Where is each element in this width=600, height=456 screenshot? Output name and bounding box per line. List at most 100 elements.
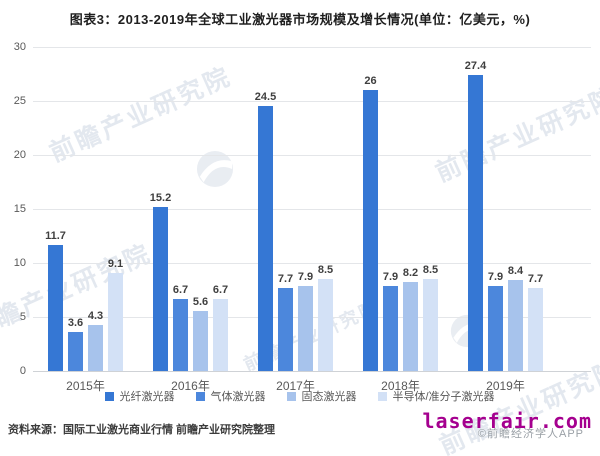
bar-气体激光器-2015年 [68,332,83,371]
x-axis-tick-label: 2018年 [381,379,420,393]
bar-气体激光器-2016年 [173,298,188,371]
bar-value-label: 7.9 [487,270,504,283]
bar-value-label: 15.2 [149,191,172,204]
legend-swatch [378,391,388,401]
bar-value-label: 7.9 [297,270,314,283]
bar-光纤激光器-2019年 [468,75,483,371]
bar-cell: 26 [363,75,378,371]
legend-label: 气体激光器 [210,391,266,403]
bar-cell: 3.6 [68,317,83,371]
bar-value-label: 4.3 [87,309,104,322]
bar-光纤激光器-2018年 [363,90,378,371]
legend-swatch [287,391,297,401]
bar-固态激光器-2015年 [88,324,103,371]
bar-cell: 6.7 [173,284,188,371]
site-watermark: laserfair.com [422,409,592,433]
bar-光纤激光器-2015年 [48,244,63,371]
y-axis-tick-label: 5 [19,311,26,323]
bar-value-label: 8.5 [422,264,439,277]
legend-item-半导体/准分子激光器: 半导体/准分子激光器 [378,388,495,404]
bar-cell: 8.5 [318,264,333,371]
x-axis-tick-label: 2017年 [276,379,315,393]
gridline-y-10 [33,263,591,264]
bar-半导体/准分子激光器-2015年 [108,272,123,371]
bar-value-label: 6.7 [172,283,189,296]
bar-cell: 8.4 [508,265,523,371]
gridline-y-20 [33,155,591,156]
bar-固态激光器-2017年 [298,285,313,371]
bar-cell: 15.2 [150,192,171,371]
chart-title: 图表3：2013-2019年全球工业激光器市场规模及增长情况(单位：亿美元，%) [69,12,531,27]
bar-cell: 5.6 [193,296,208,371]
bar-气体激光器-2017年 [278,287,293,371]
bar-value-label: 6.7 [212,283,229,296]
bar-cell: 4.3 [88,310,103,371]
x-axis-tick-label: 2016年 [171,379,210,393]
gridline-y-25 [33,101,591,102]
source-note: 资料来源：国际工业激光商业行情 前瞻产业研究院整理 [8,424,276,436]
bar-value-label: 7.7 [527,272,544,285]
legend-item-气体激光器: 气体激光器 [196,388,265,404]
bar-cell: 7.9 [488,271,503,371]
bar-固态激光器-2018年 [403,282,418,371]
bar-cell: 8.2 [403,267,418,371]
legend-label: 光纤激光器 [119,391,175,403]
bar-value-label: 9.1 [107,257,124,270]
bar-value-label: 8.4 [507,265,524,278]
bar-cell: 8.5 [423,264,438,371]
bar-半导体/准分子激光器-2018年 [423,279,438,371]
bar-value-label: 11.7 [45,229,66,242]
bar-固态激光器-2016年 [193,310,208,371]
y-axis-tick-label: 30 [13,41,26,53]
y-axis-tick-label: 25 [13,95,26,107]
bar-cell: 24.5 [255,91,276,371]
bar-value-label: 5.6 [192,295,209,308]
bar-value-label: 26 [364,75,377,88]
bar-cell: 7.7 [278,273,293,371]
bar-cell: 27.4 [465,60,486,371]
bar-value-label: 3.6 [67,317,84,330]
y-axis-tick-label: 10 [13,257,26,269]
bar-cell: 6.7 [213,284,228,371]
bar-cell: 11.7 [45,230,66,371]
bar-group-2018年: 26 7.9 8.2 8.5 [363,47,438,371]
x-axis-tick-label: 2019年 [486,379,525,393]
y-axis-tick-label: 20 [13,149,26,161]
bar-value-label: 7.7 [277,272,294,285]
bar-半导体/准分子激光器-2016年 [213,298,228,371]
bar-value-label: 8.2 [402,267,419,280]
bar-cell: 7.9 [298,271,313,371]
bar-cell: 7.7 [528,273,543,371]
legend-swatch [196,391,206,401]
legend-swatch [105,391,115,401]
y-axis-tick-label: 15 [13,203,26,215]
bar-半导体/准分子激光器-2017年 [318,279,333,371]
gridline-y-0 [33,371,591,372]
bar-cell: 9.1 [108,258,123,371]
legend: 光纤激光器 气体激光器 固态激光器 半导体/准分子激光器 [0,388,600,404]
bar-半导体/准分子激光器-2019年 [528,287,543,371]
legend-label: 半导体/准分子激光器 [392,391,495,403]
bar-光纤激光器-2016年 [153,206,168,371]
legend-item-固态激光器: 固态激光器 [287,388,356,404]
bar-气体激光器-2019年 [488,285,503,371]
bar-value-label: 24.5 [254,91,277,104]
gridline-y-30 [33,47,591,48]
copyright-watermark: ©前瞻经济学人APP [477,428,584,440]
bar-cell: 7.9 [383,271,398,371]
bar-光纤激光器-2017年 [258,106,273,371]
bar-group-2015年: 11.7 3.6 4.3 9.1 [45,47,123,371]
bar-气体激光器-2018年 [383,285,398,371]
plot-area: 0 5 10 15 20 25 30 11.7 3.6 4.3 9.1 2015年 15.2 6.7 5.6… [14,41,591,393]
bar-固态激光器-2019年 [508,280,523,371]
bar-value-label: 8.5 [317,264,334,277]
legend-label: 固态激光器 [301,391,357,403]
bar-group-2016年: 15.2 6.7 5.6 6.7 [150,47,228,371]
bar-value-label: 7.9 [382,270,399,283]
x-axis-tick-label: 2015年 [66,379,105,393]
y-axis-tick-label: 0 [19,365,26,377]
gridline-y-15 [33,209,591,210]
bar-group-2017年: 24.5 7.7 7.9 8.5 [255,47,333,371]
bar-value-label: 27.4 [464,60,487,73]
